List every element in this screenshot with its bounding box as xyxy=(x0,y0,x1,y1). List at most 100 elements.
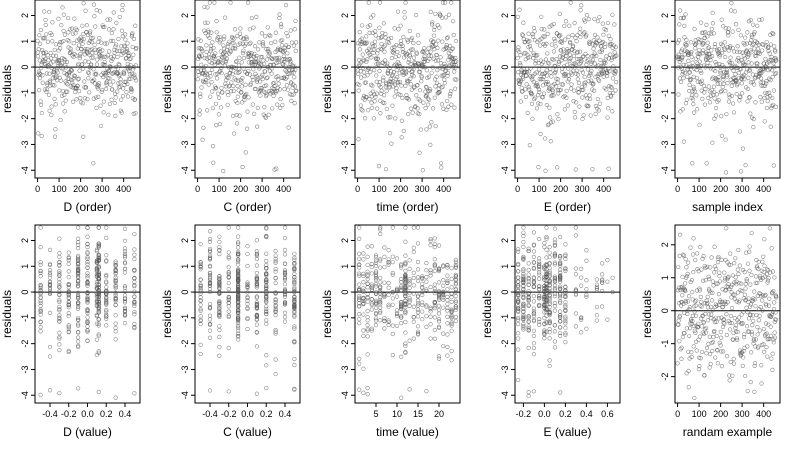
residual-point xyxy=(686,294,692,299)
residual-point xyxy=(96,225,101,230)
residual-point xyxy=(257,40,262,45)
y-tick-label: -4 xyxy=(500,391,510,399)
y-tick-label: -2 xyxy=(20,340,30,348)
residual-point xyxy=(365,327,370,332)
residual-point xyxy=(99,89,104,94)
residual-point xyxy=(38,41,43,46)
residual-point xyxy=(382,49,387,54)
residual-point xyxy=(226,265,231,270)
residual-point xyxy=(588,113,593,118)
residual-point xyxy=(437,25,442,30)
residual-point xyxy=(563,268,568,274)
residual-point xyxy=(535,83,540,88)
residual-point xyxy=(57,273,62,278)
residual-point xyxy=(284,83,289,88)
residual-point xyxy=(386,292,391,297)
residual-point xyxy=(236,277,241,282)
residual-point xyxy=(387,131,393,136)
residual-point xyxy=(104,272,109,278)
residual-point xyxy=(245,301,250,306)
residual-point xyxy=(386,262,391,267)
residual-point xyxy=(40,80,45,85)
residual-point xyxy=(81,37,86,42)
residual-point xyxy=(122,293,128,298)
residual-point xyxy=(132,324,137,330)
residual-point xyxy=(562,107,568,112)
residual-point xyxy=(770,269,775,274)
residual-point xyxy=(590,57,595,63)
residual-point xyxy=(38,329,43,334)
residual-point xyxy=(552,36,557,41)
residual-point xyxy=(524,69,529,74)
residual-point xyxy=(693,56,698,61)
residual-point xyxy=(541,91,547,96)
residual-point xyxy=(759,363,764,368)
residual-point xyxy=(735,44,740,49)
residual-point xyxy=(361,312,366,317)
residual-point xyxy=(526,390,531,395)
residual-point xyxy=(602,44,608,50)
residual-point xyxy=(118,97,124,102)
residual-point xyxy=(254,391,259,396)
residual-point xyxy=(757,328,762,333)
residual-point xyxy=(38,392,43,397)
y-tick-label: 0 xyxy=(180,65,190,70)
residual-point xyxy=(563,331,568,336)
residual-point xyxy=(96,310,101,315)
residual-point xyxy=(708,290,713,295)
residual-point xyxy=(428,236,433,242)
residual-point xyxy=(91,161,96,166)
residual-point xyxy=(378,111,383,116)
residual-point xyxy=(742,270,747,275)
residual-point xyxy=(453,304,458,309)
residual-point xyxy=(36,88,42,93)
residual-point xyxy=(449,358,454,363)
residual-point xyxy=(390,225,395,230)
residual-point xyxy=(264,385,269,391)
residual-point xyxy=(445,287,450,292)
residual-point xyxy=(81,134,86,139)
residual-point xyxy=(734,65,739,70)
residual-point xyxy=(704,325,709,331)
residual-point xyxy=(563,294,568,300)
residual-point xyxy=(57,254,62,259)
residual-point xyxy=(361,273,366,279)
residual-point xyxy=(264,76,269,81)
residual-point xyxy=(112,91,118,96)
residual-point xyxy=(721,349,726,354)
residual-point xyxy=(584,248,589,253)
residual-point xyxy=(130,72,135,77)
residual-point xyxy=(113,302,118,307)
residual-point xyxy=(542,264,547,269)
residual-point xyxy=(607,90,612,96)
residual-point xyxy=(267,50,272,55)
residual-point xyxy=(451,19,456,24)
y-tick-label: -1 xyxy=(180,89,190,97)
residual-point xyxy=(526,31,531,36)
residual-point xyxy=(531,294,537,299)
residual-point xyxy=(292,302,297,307)
residual-point xyxy=(550,93,555,98)
residual-point xyxy=(516,306,521,311)
residual-point xyxy=(106,27,112,32)
residual-point xyxy=(694,75,700,81)
residual-point xyxy=(533,83,538,89)
residual-point xyxy=(273,253,278,258)
residual-point xyxy=(117,62,122,68)
residual-point xyxy=(762,83,768,88)
residual-point xyxy=(357,288,362,293)
residual-point xyxy=(106,68,111,73)
residual-point xyxy=(531,328,537,333)
residual-point xyxy=(581,113,586,118)
residual-point xyxy=(691,84,696,89)
residual-point xyxy=(535,85,540,90)
residual-point xyxy=(439,165,444,170)
residual-point xyxy=(425,96,431,101)
residual-point xyxy=(76,292,81,298)
x-tick-label: 20 xyxy=(434,409,444,419)
residual-point xyxy=(713,113,718,118)
residual-point xyxy=(399,395,404,400)
residual-point xyxy=(426,74,432,79)
residual-point xyxy=(114,48,120,54)
residual-point xyxy=(553,44,558,49)
